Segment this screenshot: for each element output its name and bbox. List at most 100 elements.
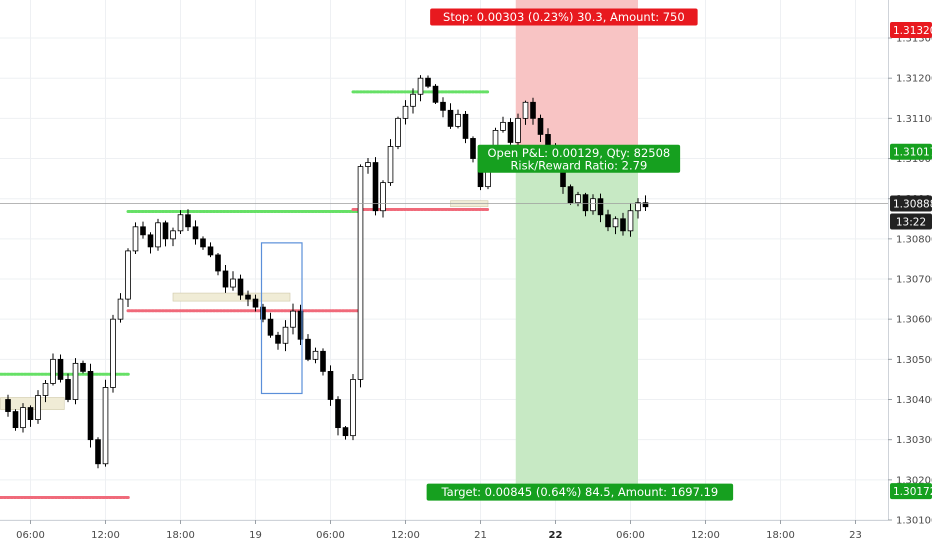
candle-body xyxy=(110,318,116,388)
candle-body xyxy=(57,358,64,380)
candle-body xyxy=(462,113,469,139)
y-tick-label: 1.30400 xyxy=(896,395,932,406)
highlight-rectangle[interactable] xyxy=(260,242,303,395)
candle-body xyxy=(260,306,266,320)
candle-body xyxy=(192,226,199,240)
candle-body xyxy=(635,202,641,212)
candle-body xyxy=(597,198,604,216)
candle-body xyxy=(5,399,11,412)
x-tick-label: 18:00 xyxy=(766,530,795,541)
price-badge xyxy=(890,143,932,160)
candle-body xyxy=(215,254,221,272)
y-tick-label: 1.30300 xyxy=(896,435,932,446)
candle-body xyxy=(627,210,634,232)
grid xyxy=(0,0,888,521)
candles xyxy=(5,75,649,469)
candle-body xyxy=(590,198,596,212)
candle-body xyxy=(290,310,296,328)
candle-body xyxy=(530,101,536,119)
x-tick-label: 23 xyxy=(849,530,862,541)
y-tick-label: 1.30600 xyxy=(896,315,932,326)
pnl-label: Open P&L: 0.00129, Qty: 82508Risk/Reward… xyxy=(477,144,681,173)
price-badge-text: 1.31320 xyxy=(893,25,932,37)
x-tick-label: 06:00 xyxy=(316,530,345,541)
candle-body xyxy=(642,202,649,208)
candle-body xyxy=(432,85,439,103)
pnl-label-text: Open P&L: 0.00129, Qty: 82508 xyxy=(488,146,671,160)
y-tick-label: 1.31100 xyxy=(896,114,932,125)
stop-label-text: Stop: 0.00303 (0.23%) 30.3, Amount: 750 xyxy=(443,10,685,24)
candle-body xyxy=(72,362,79,400)
target-label: Target: 0.00845 (0.64%) 84.5, Amount: 16… xyxy=(426,483,734,501)
time-badge xyxy=(890,213,932,230)
highlight-box xyxy=(260,242,303,395)
candle-body xyxy=(207,246,214,256)
target-zone xyxy=(515,151,638,492)
candle-body xyxy=(470,138,476,159)
candle-body xyxy=(350,379,356,437)
candle-body xyxy=(545,134,551,147)
candle-body xyxy=(297,310,304,340)
target-label-bg xyxy=(426,483,734,501)
candle-body xyxy=(87,370,94,441)
candle-body xyxy=(605,214,611,228)
stop-label: Stop: 0.00303 (0.23%) 30.3, Amount: 750 xyxy=(430,8,698,26)
position-annotations: Stop: 0.00303 (0.23%) 30.3, Amount: 750 O… xyxy=(426,8,734,501)
candle-body xyxy=(185,214,191,228)
candle-body xyxy=(567,186,574,204)
candle-body xyxy=(20,407,26,429)
candle-body xyxy=(455,113,461,127)
candle-body xyxy=(305,338,311,360)
candle-body xyxy=(357,166,364,380)
candle-body xyxy=(417,77,424,95)
candle-body xyxy=(395,117,401,147)
candle-body xyxy=(35,395,41,420)
price-badge xyxy=(890,22,932,38)
candle-body xyxy=(132,226,139,252)
candle-body xyxy=(387,146,394,184)
x-tick-label: 12:00 xyxy=(691,530,720,541)
candle-body xyxy=(102,387,109,465)
price-badge-text: 1.30888 xyxy=(893,198,932,210)
target-label-text: Target: 0.00845 (0.64%) 84.5, Amount: 16… xyxy=(441,485,719,499)
time-badge-text: 13:22 xyxy=(896,216,926,228)
candle-body xyxy=(230,278,236,288)
y-tick-label: 1.31200 xyxy=(896,74,932,85)
candle-body xyxy=(237,278,244,296)
stop-label-bg xyxy=(430,8,698,26)
candle-body xyxy=(282,326,289,344)
y-tick-label: 1.31300 xyxy=(896,34,932,45)
candle-body xyxy=(12,411,19,429)
candle-body xyxy=(522,101,529,119)
candle-body xyxy=(507,121,514,143)
candle-body xyxy=(447,109,454,127)
x-tick-label: 22 xyxy=(549,530,563,541)
price-badge xyxy=(890,195,932,212)
x-tick-label: 19 xyxy=(249,530,262,541)
candle-body xyxy=(267,318,274,336)
candle-body xyxy=(380,182,386,212)
candle-body xyxy=(245,294,251,300)
candle-body xyxy=(440,101,446,111)
y-tick-label: 1.30200 xyxy=(896,475,932,486)
candle-body xyxy=(162,222,169,240)
x-tick-label: 12:00 xyxy=(91,530,120,541)
candle-body xyxy=(612,218,619,228)
candle-body xyxy=(222,270,229,288)
candle-body xyxy=(402,105,409,119)
y-tick-label: 1.30500 xyxy=(896,355,932,366)
candle-body xyxy=(327,370,334,400)
candle-body xyxy=(252,298,259,308)
candle-body xyxy=(275,334,281,344)
pnl-label-bg xyxy=(477,144,681,173)
x-tick-label: 21 xyxy=(474,530,487,541)
y-tick-label: 1.30800 xyxy=(896,234,932,245)
candle-body xyxy=(410,93,416,107)
candle-body xyxy=(575,194,581,204)
y-tick-label: 1.30700 xyxy=(896,275,932,286)
price-badge xyxy=(890,483,932,500)
x-tick-label: 12:00 xyxy=(391,530,420,541)
candle-body xyxy=(125,250,131,300)
candle-body xyxy=(200,238,206,248)
